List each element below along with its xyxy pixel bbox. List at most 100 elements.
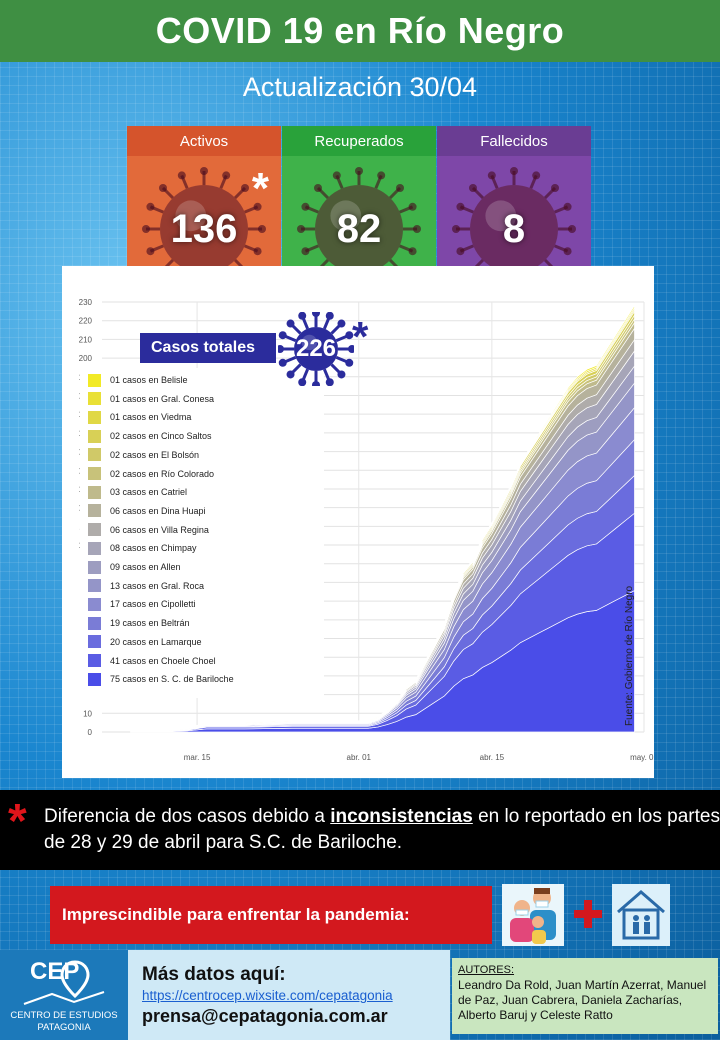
authors-panel: AUTORES: Leandro Da Rold, Juan Martín Az… [452,958,718,1034]
legend-label: 06 casos en Villa Regina [110,524,209,535]
map-pin-icon [60,960,90,999]
legend-swatch [88,448,101,462]
y-tick-label: 220 [79,317,93,326]
legend-item: 09 casos en Allen [88,558,181,576]
stat-label: Activos [127,126,281,156]
legend-item: 02 casos en Río Colorado [88,465,214,483]
legend-label: 02 casos en Cinco Saltos [110,431,212,442]
legend-item: 19 casos en Beltrán [88,614,190,632]
note-bar: * Diferencia de dos casos debido a incon… [0,790,720,870]
legend-swatch [88,560,101,574]
legend-swatch [88,429,101,443]
legend-item: 02 casos en El Bolsón [88,446,199,464]
legend-swatch [88,467,101,480]
legend-label: 01 casos en Gral. Conesa [110,393,215,404]
y-tick-label: 0 [88,728,93,737]
legend-label: 02 casos en Río Colorado [110,468,215,479]
legend-item: 01 casos en Viedma [88,408,191,426]
legend-swatch [88,616,101,630]
cep-logo: CEP CENTRO DE ESTUDIOS PATAGONIA [0,950,128,1040]
org-name-line2: PATAGONIA [37,1022,91,1033]
stat-value-fallecidos: 8 [502,206,526,251]
y-tick-label: 230 [79,298,93,307]
legend-swatch [88,373,101,387]
note-text: Diferencia de dos casos debido a inconsi… [44,804,720,856]
legend-label: 20 casos en Lamarque [110,636,202,647]
x-tick-label: abr. 01 [347,753,372,762]
authors-list: Leandro Da Rold, Juan Martín Azerrat, Ma… [458,978,707,1022]
org-name-line1: CENTRO DE ESTUDIOS [10,1010,118,1021]
legend-swatch [88,523,101,537]
legend-label: 02 casos en El Bolsón [110,449,200,460]
x-tick-label: abr. 15 [480,753,505,762]
website-link[interactable]: https://centrocep.wixsite.com/cepatagoni… [142,988,393,1003]
legend-item: 13 casos en Gral. Roca [88,577,204,595]
legend-swatch [88,504,101,518]
legend-item: 08 casos en Chimpay [88,539,197,557]
legend-swatch [88,541,101,555]
title-bar: COVID 19 en Río Negro [0,0,720,62]
note-after: en lo reportado en los partes de 28 y 29… [44,806,720,853]
stat-label: Fallecidos [437,126,591,156]
legend-swatch [88,410,101,424]
y-tick-label: 200 [79,354,93,363]
legend-swatch [88,654,101,667]
legend-item: 01 casos en Belisle [88,371,188,389]
stat-label: Recuperados [282,126,436,156]
legend-swatch [88,392,101,406]
legend-label: 08 casos en Chimpay [110,543,197,554]
area-series [130,304,635,731]
update-date: Actualización 30/04 [242,71,478,102]
y-tick-label: 10 [83,709,92,718]
legend-label: 19 casos en Beltrán [110,618,190,629]
stat-value-recuperados: 82 [336,206,382,251]
x-tick-label: mar. 15 [184,753,211,762]
legend-label: 13 casos en Gral. Roca [110,580,205,591]
legend-item: 41 casos en Choele Choel [88,652,216,670]
legend-label: 03 casos en Catriel [110,487,188,498]
stat-value-activos: 136 [170,206,238,251]
legend-label: 41 casos en Choele Choel [110,655,216,666]
mountain-icon [23,991,105,1005]
legend-item: 01 casos en Gral. Conesa [88,390,214,408]
page-title: COVID 19 en Río Negro [155,10,565,51]
contact-email[interactable]: prensa@cepatagonia.com.ar [142,1006,388,1026]
chart-legend: 01 casos en Belisle 01 casos en Gral. Con… [80,368,324,698]
authors-label: AUTORES: [458,964,515,976]
asterisk-icon: * [352,313,369,360]
total-cases-value: 226 [295,335,337,362]
legend-item: 75 casos en S. C. de Bariloche [88,670,234,688]
x-tick-label: may. 01 [630,753,654,762]
asterisk-icon: * [251,164,269,213]
legend-swatch [88,579,101,593]
legend-item: 02 casos en Cinco Saltos [88,427,212,445]
legend-swatch [88,597,101,611]
legend-item: 03 casos en Catriel [88,483,187,501]
legend-label: 09 casos en Allen [110,562,181,572]
legend-label: 17 casos en Cipolletti [110,599,196,610]
virus-icon [278,312,354,386]
org-name: CENTRO DE ESTUDIOS PATAGONIA [0,1010,128,1034]
legend-label: 06 casos en Dina Huapi [110,505,206,516]
legend-swatch [88,635,101,649]
family-mask-icon [502,884,564,946]
legend-swatch [88,485,101,499]
legend-label: 01 casos en Viedma [110,412,192,423]
legend-item: 06 casos en Villa Regina [88,521,209,539]
asterisk-icon: * [8,795,27,848]
more-data-label: Más datos aquí: [142,964,286,985]
legend-item: 06 casos en Dina Huapi [88,502,206,520]
total-cases-label: Casos totales [140,333,276,363]
y-tick-label: 210 [79,335,93,344]
note-highlight: inconsistencias [330,806,473,827]
cta-banner: Imprescindible para enfrentar la pandemi… [50,886,492,944]
stay-home-icon [612,884,670,946]
legend-label: 75 casos en S. C. de Bariloche [110,674,234,685]
legend-label: 01 casos en Belisle [110,375,188,385]
chart-source: Fuente: Gobierno de Río Negro [624,585,635,726]
legend-item: 20 casos en Lamarque [88,633,202,651]
contact-panel: Más datos aquí: https://centrocep.wixsit… [128,950,450,1040]
plus-icon [574,900,602,928]
legend-item: 17 casos en Cipolletti [88,595,196,613]
legend-swatch [88,672,101,686]
